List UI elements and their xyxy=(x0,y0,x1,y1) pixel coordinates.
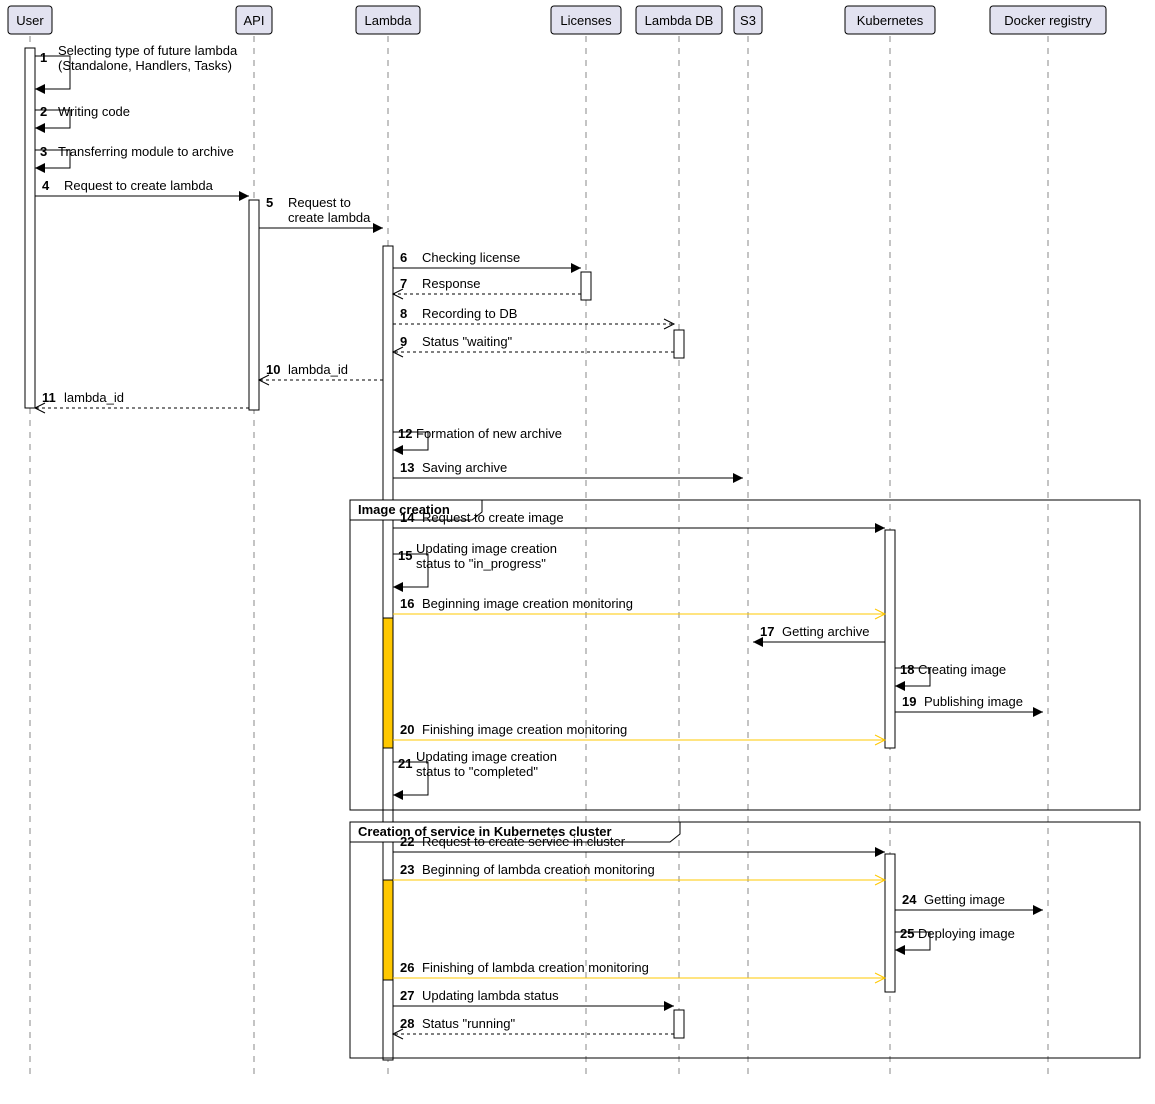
svg-text:Licenses: Licenses xyxy=(560,13,612,28)
svg-text:Docker registry: Docker registry xyxy=(1004,13,1092,28)
svg-text:S3: S3 xyxy=(740,13,756,28)
activation-kubernetes xyxy=(885,530,895,748)
svg-text:lambda_id: lambda_id xyxy=(288,362,348,377)
svg-text:13: 13 xyxy=(400,460,414,475)
svg-text:status to "in_progress": status to "in_progress" xyxy=(416,556,546,571)
svg-text:API: API xyxy=(244,13,265,28)
svg-text:(Standalone, Handlers, Tasks): (Standalone, Handlers, Tasks) xyxy=(58,58,232,73)
svg-text:27: 27 xyxy=(400,988,414,1003)
svg-text:Kubernetes: Kubernetes xyxy=(857,13,924,28)
svg-text:Beginning image creation monit: Beginning image creation monitoring xyxy=(422,596,633,611)
svg-text:25: 25 xyxy=(900,926,914,941)
svg-text:Saving archive: Saving archive xyxy=(422,460,507,475)
svg-text:1: 1 xyxy=(40,50,47,65)
svg-text:18: 18 xyxy=(900,662,914,677)
svg-text:Recording to DB: Recording to DB xyxy=(422,306,517,321)
svg-text:Request to create service in c: Request to create service in cluster xyxy=(422,834,626,849)
svg-text:9: 9 xyxy=(400,334,407,349)
svg-text:14: 14 xyxy=(400,510,415,525)
svg-text:22: 22 xyxy=(400,834,414,849)
svg-text:11: 11 xyxy=(42,390,56,405)
sequence-diagram: Image creationCreation of service in Kub… xyxy=(0,0,1155,1104)
svg-text:4: 4 xyxy=(42,178,50,193)
svg-text:Lambda: Lambda xyxy=(365,13,413,28)
svg-text:12: 12 xyxy=(398,426,412,441)
svg-text:Response: Response xyxy=(422,276,481,291)
activation-api xyxy=(249,200,259,410)
activation-lambdadb xyxy=(674,330,684,358)
svg-text:16: 16 xyxy=(400,596,414,611)
activation-user xyxy=(25,48,35,408)
svg-text:lambda_id: lambda_id xyxy=(64,390,124,405)
svg-text:3: 3 xyxy=(40,144,47,159)
svg-text:Formation of new archive: Formation of new archive xyxy=(416,426,562,441)
svg-text:19: 19 xyxy=(902,694,916,709)
svg-text:Updating lambda status: Updating lambda status xyxy=(422,988,559,1003)
svg-text:17: 17 xyxy=(760,624,774,639)
svg-text:Publishing image: Publishing image xyxy=(924,694,1023,709)
activation-highlight-lambda xyxy=(383,618,393,748)
svg-text:Status "running": Status "running" xyxy=(422,1016,515,1031)
svg-text:Lambda DB: Lambda DB xyxy=(645,13,714,28)
svg-text:10: 10 xyxy=(266,362,280,377)
svg-text:Updating image creation: Updating image creation xyxy=(416,541,557,556)
svg-text:23: 23 xyxy=(400,862,414,877)
svg-text:User: User xyxy=(16,13,44,28)
svg-text:21: 21 xyxy=(398,756,412,771)
svg-text:Finishing image creation monit: Finishing image creation monitoring xyxy=(422,722,627,737)
svg-text:status to "completed": status to "completed" xyxy=(416,764,538,779)
svg-text:Request to: Request to xyxy=(288,195,351,210)
svg-text:Writing code: Writing code xyxy=(58,104,130,119)
activation-lambdadb xyxy=(674,1010,684,1038)
svg-text:5: 5 xyxy=(266,195,273,210)
svg-text:24: 24 xyxy=(902,892,917,907)
svg-text:Creating image: Creating image xyxy=(918,662,1006,677)
svg-text:Request to create image: Request to create image xyxy=(422,510,564,525)
svg-text:Selecting type of future lambd: Selecting type of future lambda xyxy=(58,43,238,58)
svg-text:2: 2 xyxy=(40,104,47,119)
activation-highlight-lambda xyxy=(383,880,393,980)
activation-licenses xyxy=(581,272,591,300)
svg-text:Deploying image: Deploying image xyxy=(918,926,1015,941)
svg-text:26: 26 xyxy=(400,960,414,975)
svg-text:Request to create lambda: Request to create lambda xyxy=(64,178,214,193)
svg-text:Status "waiting": Status "waiting" xyxy=(422,334,513,349)
svg-text:6: 6 xyxy=(400,250,407,265)
activation-kubernetes xyxy=(885,854,895,992)
svg-text:8: 8 xyxy=(400,306,407,321)
svg-text:Checking license: Checking license xyxy=(422,250,520,265)
svg-text:20: 20 xyxy=(400,722,414,737)
svg-text:28: 28 xyxy=(400,1016,414,1031)
svg-text:15: 15 xyxy=(398,548,412,563)
svg-text:Updating image creation: Updating image creation xyxy=(416,749,557,764)
svg-text:Finishing of lambda creation m: Finishing of lambda creation monitoring xyxy=(422,960,649,975)
svg-text:Beginning of lambda creation m: Beginning of lambda creation monitoring xyxy=(422,862,655,877)
svg-text:create lambda: create lambda xyxy=(288,210,371,225)
svg-text:Getting image: Getting image xyxy=(924,892,1005,907)
svg-text:Getting archive: Getting archive xyxy=(782,624,869,639)
svg-text:Transferring module to archive: Transferring module to archive xyxy=(58,144,234,159)
svg-text:7: 7 xyxy=(400,276,407,291)
